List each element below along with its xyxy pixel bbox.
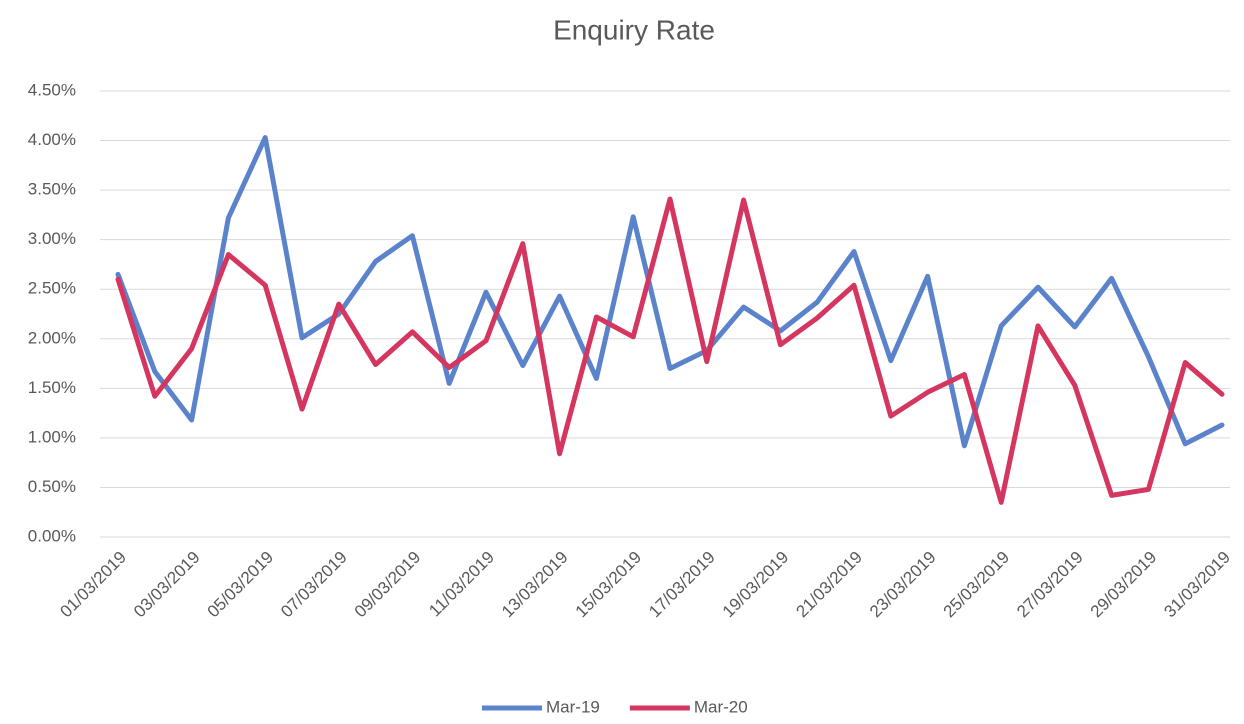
legend-label: Mar-20 bbox=[694, 697, 748, 716]
y-tick-label: 4.50% bbox=[28, 80, 76, 99]
y-tick-label: 3.00% bbox=[28, 229, 76, 248]
x-tick-label: 31/03/2019 bbox=[1160, 548, 1234, 622]
x-tick-label: 17/03/2019 bbox=[645, 548, 719, 622]
x-tick-label: 13/03/2019 bbox=[498, 548, 572, 622]
x-tick-label: 11/03/2019 bbox=[425, 548, 498, 621]
y-tick-label: 1.00% bbox=[28, 427, 76, 446]
x-tick-label: 19/03/2019 bbox=[719, 548, 793, 622]
x-tick-label: 01/03/2019 bbox=[56, 548, 130, 622]
x-tick-label: 27/03/2019 bbox=[1013, 548, 1087, 622]
y-tick-label: 4.00% bbox=[28, 130, 76, 149]
x-tick-label: 15/03/2019 bbox=[572, 548, 646, 622]
x-tick-label: 09/03/2019 bbox=[351, 548, 425, 622]
x-tick-label: 29/03/2019 bbox=[1087, 548, 1161, 622]
x-tick-label: 07/03/2019 bbox=[277, 548, 351, 622]
y-tick-label: 3.50% bbox=[28, 180, 76, 199]
x-tick-label: 03/03/2019 bbox=[130, 548, 204, 622]
y-tick-label: 2.00% bbox=[28, 328, 76, 347]
y-tick-label: 2.50% bbox=[28, 279, 76, 298]
legend-label: Mar-19 bbox=[546, 697, 600, 716]
x-tick-label: 21/03/2019 bbox=[792, 548, 866, 622]
chart-title: Enquiry Rate bbox=[553, 14, 715, 45]
y-tick-label: 1.50% bbox=[28, 378, 76, 397]
x-tick-label: 23/03/2019 bbox=[866, 548, 940, 622]
y-tick-label: 0.00% bbox=[28, 526, 76, 545]
y-tick-label: 0.50% bbox=[28, 477, 76, 496]
x-tick-label: 25/03/2019 bbox=[940, 548, 1014, 622]
data-line bbox=[115, 135, 1225, 449]
x-tick-label: 05/03/2019 bbox=[204, 548, 278, 622]
data-line bbox=[115, 196, 1225, 505]
